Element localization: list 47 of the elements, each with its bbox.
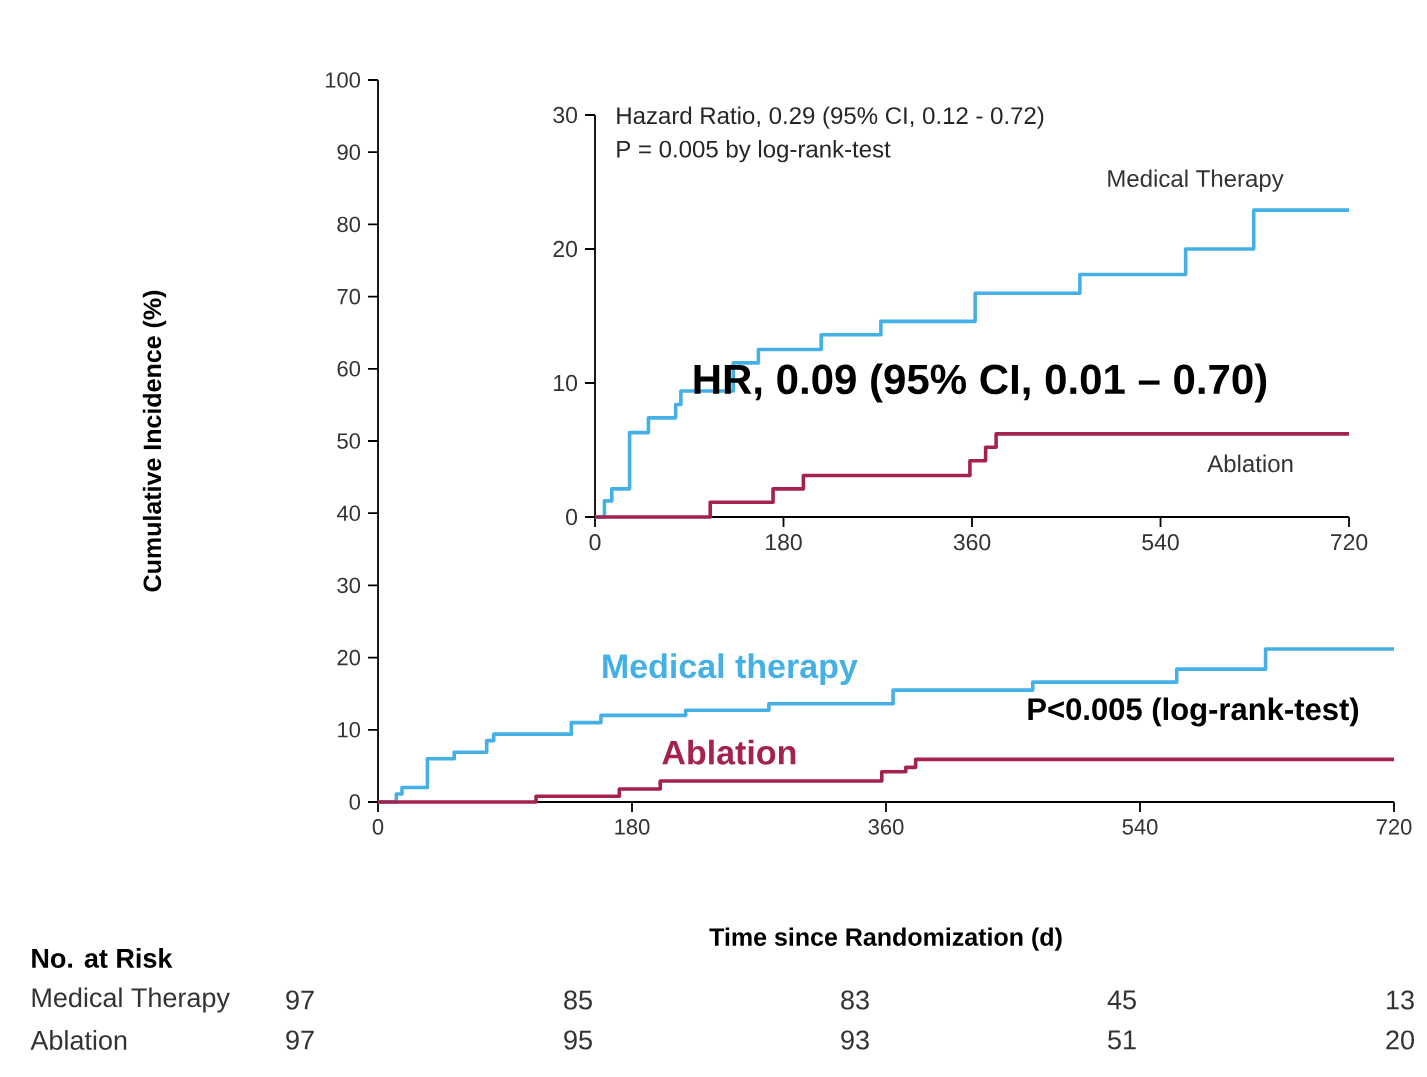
series-label: Medical therapy [603, 653, 858, 685]
text: 97 [286, 990, 314, 1010]
text: 83 [841, 990, 869, 1010]
text: 97 [286, 1030, 314, 1050]
text: Ablation [30, 1030, 127, 1050]
x-tick-label: 540 [1142, 534, 1179, 551]
x-axis-title: Time since Randomization (d) [709, 927, 1062, 951]
x-tick-label: 0 [372, 819, 384, 835]
y-tick-label: 0 [566, 508, 578, 526]
text: 20 [1386, 1030, 1414, 1050]
series-label: Ablation [662, 739, 796, 765]
y-tick-label: 0 [349, 794, 361, 810]
annotation: P = 0.005 by log-rank-test [617, 140, 891, 163]
text: Medical Therapy [32, 987, 230, 1013]
annotation: P<0.005 (log-rank-test) [1028, 697, 1359, 727]
y-tick-label: 100 [325, 72, 361, 88]
y-axis-title: Cumulative Incidence (%) [142, 290, 167, 592]
x-tick-label: 720 [1331, 534, 1368, 551]
text: 45 [1107, 990, 1136, 1010]
text: 95 [564, 1030, 592, 1050]
x-tick-label: 180 [766, 534, 802, 551]
x-tick-label: 360 [953, 534, 991, 551]
y-tick-label: 90 [337, 144, 361, 160]
y-tick-label: 60 [337, 361, 361, 377]
y-tick-label: 30 [553, 106, 578, 124]
x-tick-label: 0 [589, 534, 601, 551]
text: 93 [841, 1030, 869, 1050]
y-tick-label: 40 [336, 505, 361, 521]
y-tick-label: 50 [337, 433, 361, 449]
text: 51 [1108, 1030, 1136, 1050]
y-tick-label: 80 [337, 216, 361, 233]
y-tick-label: 10 [554, 374, 578, 392]
x-tick-label: 720 [1376, 819, 1412, 835]
y-tick-label: 70 [337, 288, 361, 305]
x-tick-label: 360 [868, 819, 904, 835]
y-tick-label: 10 [338, 722, 361, 738]
text: 85 [564, 990, 592, 1010]
series-label: Ablation [1207, 454, 1293, 473]
text: No. at Risk [32, 948, 173, 968]
annotation: Hazard Ratio, 0.29 (95% CI, 0.12 - 0.72) [617, 106, 1044, 129]
y-tick-label: 30 [337, 577, 361, 594]
text: 13 [1387, 990, 1414, 1010]
y-tick-label: 20 [337, 649, 361, 666]
y-tick-label: 20 [553, 240, 578, 258]
x-tick-label: 540 [1122, 819, 1158, 835]
x-tick-label: 180 [615, 819, 650, 835]
series-label: Medical Therapy [1108, 169, 1284, 192]
